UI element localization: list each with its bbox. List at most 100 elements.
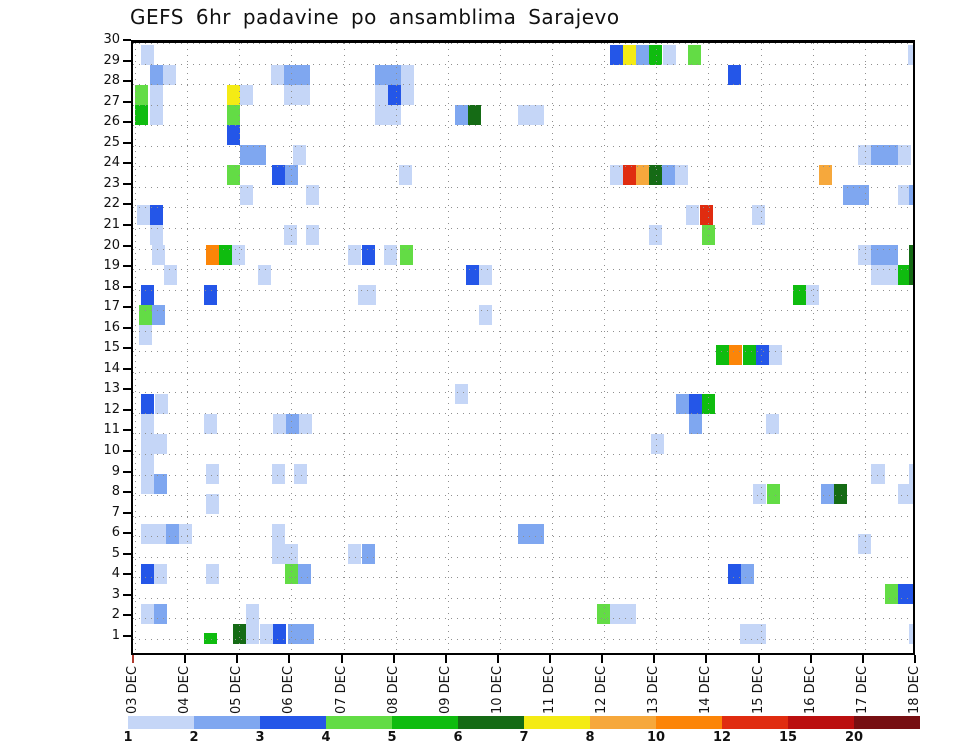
y-axis-label: 29 [103,52,120,68]
heatmap-cell [375,104,389,125]
heatmap-cell [136,204,150,225]
y-axis-tick [123,39,131,41]
heatmap-cell [907,45,913,65]
heatmap-cell [139,304,153,325]
y-axis-label: 13 [103,381,120,397]
horizontal-gridline [133,104,913,106]
x-axis-tick [757,655,760,663]
heatmap-cell [270,64,284,85]
vertical-gridline [447,43,449,653]
heatmap-cell [676,394,690,415]
heatmap-cell [294,464,308,485]
vertical-gridline [604,43,606,653]
vertical-gridline [552,43,554,653]
heatmap-cell [149,64,163,85]
heatmap-cell [149,104,163,125]
heatmap-cell [140,434,154,455]
colorbar-label: 4 [321,730,331,742]
y-axis-tick [123,470,131,473]
x-axis-tick [705,655,708,663]
heatmap-cell [140,604,154,625]
horizontal-gridline [133,207,913,209]
heatmap-cell [272,544,286,565]
heatmap-cell [153,474,167,495]
y-axis-tick [123,511,131,514]
heatmap-cell [140,284,154,305]
heatmap-cell [454,384,468,405]
y-axis-tick [123,347,131,350]
heatmap-cell [239,84,253,105]
heatmap-cell [622,604,636,625]
heatmap-cell [205,464,219,485]
y-axis-label: 4 [111,566,120,582]
y-axis-label: 20 [103,237,120,253]
heatmap-cell [729,344,743,365]
heatmap-cell [833,484,847,505]
y-axis-label: 16 [103,319,120,335]
x-axis-tick [809,655,812,663]
heatmap-cell [178,524,192,545]
y-axis-tick [123,552,131,555]
y-axis-label: 30 [103,32,120,47]
heatmap-cell [518,524,532,545]
x-axis-label: 03 DEC [125,666,140,714]
y-axis-tick [123,367,131,370]
heatmap-cell [388,84,402,105]
y-axis-label: 28 [103,73,120,89]
heatmap-cell [909,584,913,605]
x-axis-label: 07 DEC [333,666,349,714]
horizontal-gridline [133,597,913,599]
y-axis-label: 12 [103,401,120,417]
horizontal-gridline [133,43,913,44]
y-axis-tick [123,450,131,452]
horizontal-gridline [133,474,913,476]
heatmap-cell [153,524,167,545]
x-axis-tick [913,655,916,663]
heatmap-cell [871,264,885,285]
horizontal-gridline [133,412,913,414]
x-axis-tick [601,655,604,663]
heatmap-cell [687,45,701,65]
heatmap-cell [300,624,314,645]
heatmap-cell [467,104,481,125]
y-axis-label: 26 [103,114,120,130]
heatmap-cell [739,624,753,645]
horizontal-gridline [133,495,913,497]
y-axis-tick [123,162,131,165]
y-axis-tick [123,80,131,83]
heatmap-cell [218,244,232,265]
horizontal-gridline [133,536,913,538]
colorbar-segment [392,716,458,729]
vertical-gridline [656,43,658,653]
vertical-gridline [291,43,293,653]
y-axis-label: 21 [103,216,120,232]
horizontal-gridline [133,248,913,250]
heatmap-cell [204,633,218,645]
heatmap-cell [884,264,898,285]
y-axis-label: 2 [111,607,120,623]
y-axis-label: 1 [111,627,120,643]
y-axis-tick [123,532,131,535]
y-axis-label: 23 [103,175,120,191]
heatmap-cell [689,414,703,435]
y-axis-tick [123,121,131,124]
x-axis-label: 14 DEC [698,666,714,714]
colorbar-label: 8 [585,730,595,742]
heatmap-cell [283,84,297,105]
heatmap-cell [819,164,833,185]
heatmap-cell [635,45,649,65]
x-axis-label: 04 DEC [177,666,193,714]
x-axis-tick [653,655,656,663]
heatmap-cell [609,45,623,65]
heatmap-cell [152,304,166,325]
colorbar-segment [128,716,194,729]
y-axis-tick [123,593,131,596]
heatmap-cell [388,104,402,125]
heatmap-cell [272,164,286,185]
x-axis-label: 18 DEC [906,666,922,714]
y-axis-label: 24 [103,155,120,171]
heatmap-cell [283,64,297,85]
heatmap-cell [909,184,913,205]
x-axis-label: 09 DEC [437,666,453,714]
heatmap-cell [260,624,274,645]
